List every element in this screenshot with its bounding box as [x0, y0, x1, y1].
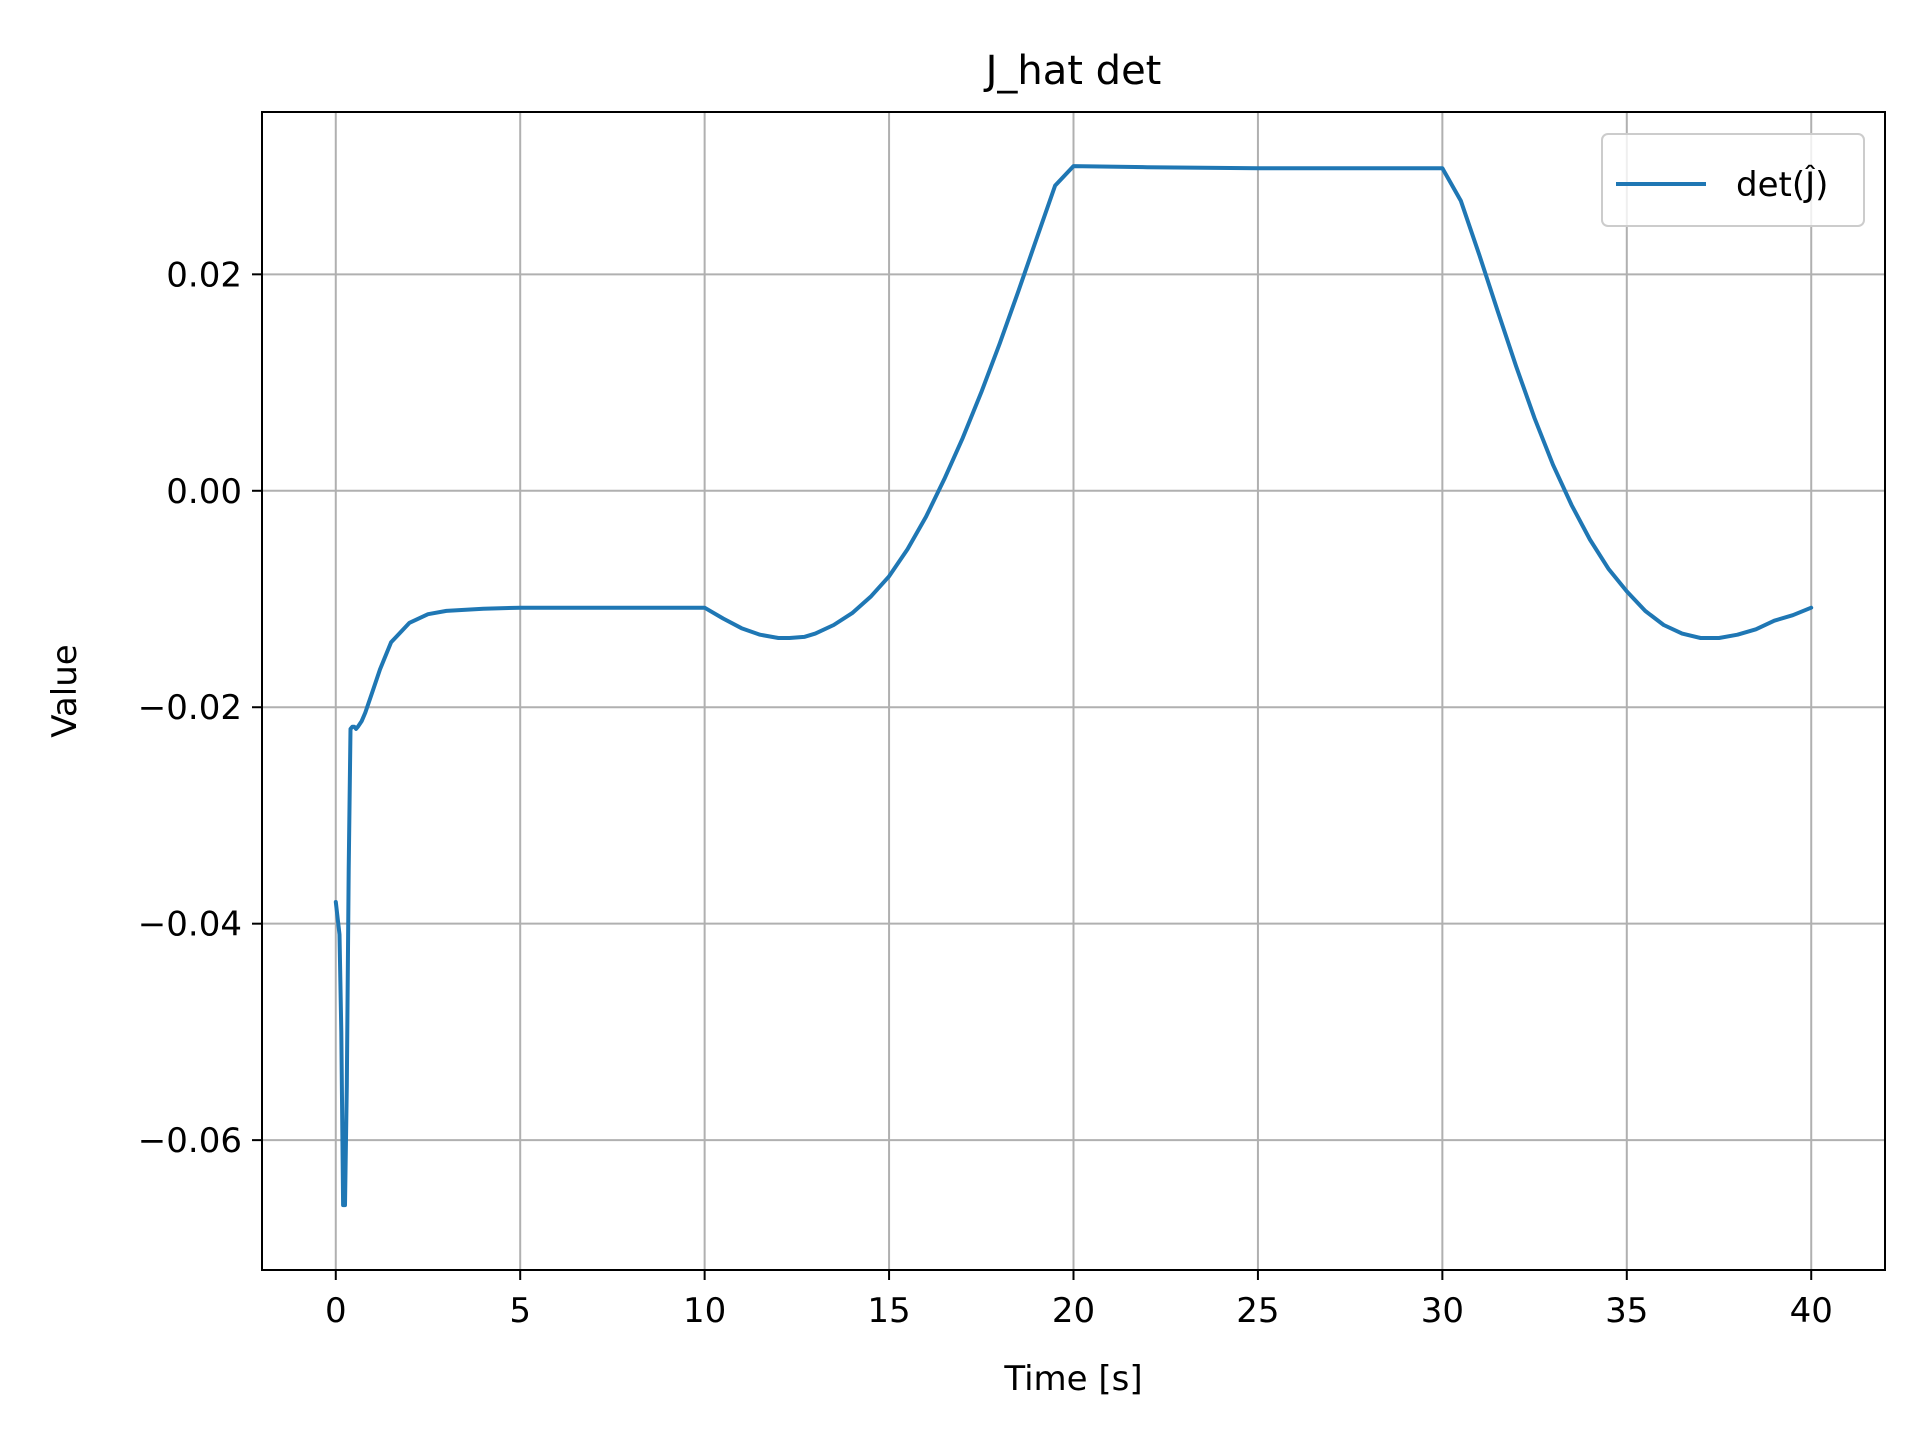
y-tick-label: −0.04 [138, 905, 242, 945]
y-axis-ticks: −0.06 −0.04 −0.02 0.00 0.02 [138, 255, 262, 1161]
series-line [333, 164, 1814, 1208]
x-tick-label: 10 [683, 1291, 726, 1331]
x-axis-title: Time [s] [1003, 1359, 1142, 1399]
y-tick-label: 0.00 [166, 472, 242, 512]
x-tick-label: 25 [1236, 1291, 1279, 1331]
legend-box [1601, 133, 1865, 227]
grid [262, 112, 1885, 1270]
series-layer [333, 164, 1814, 1208]
y-tick-label: 0.02 [166, 255, 242, 295]
y-tick-label: −0.02 [138, 688, 242, 728]
x-tick-label: 30 [1421, 1291, 1464, 1331]
x-tick-label: 35 [1605, 1291, 1648, 1331]
chart-title: J_hat det [983, 48, 1162, 94]
y-axis-title: Value [45, 644, 85, 737]
legend: det(Ĵ) [1601, 133, 1865, 227]
x-tick-label: 40 [1790, 1291, 1833, 1331]
y-tick-label: −0.06 [138, 1121, 242, 1161]
x-tick-label: 0 [325, 1291, 347, 1331]
x-tick-label: 5 [509, 1291, 531, 1331]
legend-label: det(Ĵ) [1736, 164, 1828, 205]
x-axis-ticks: 0 5 10 15 20 25 30 35 40 [325, 1270, 1833, 1331]
x-tick-label: 15 [867, 1291, 910, 1331]
x-tick-label: 20 [1052, 1291, 1095, 1331]
